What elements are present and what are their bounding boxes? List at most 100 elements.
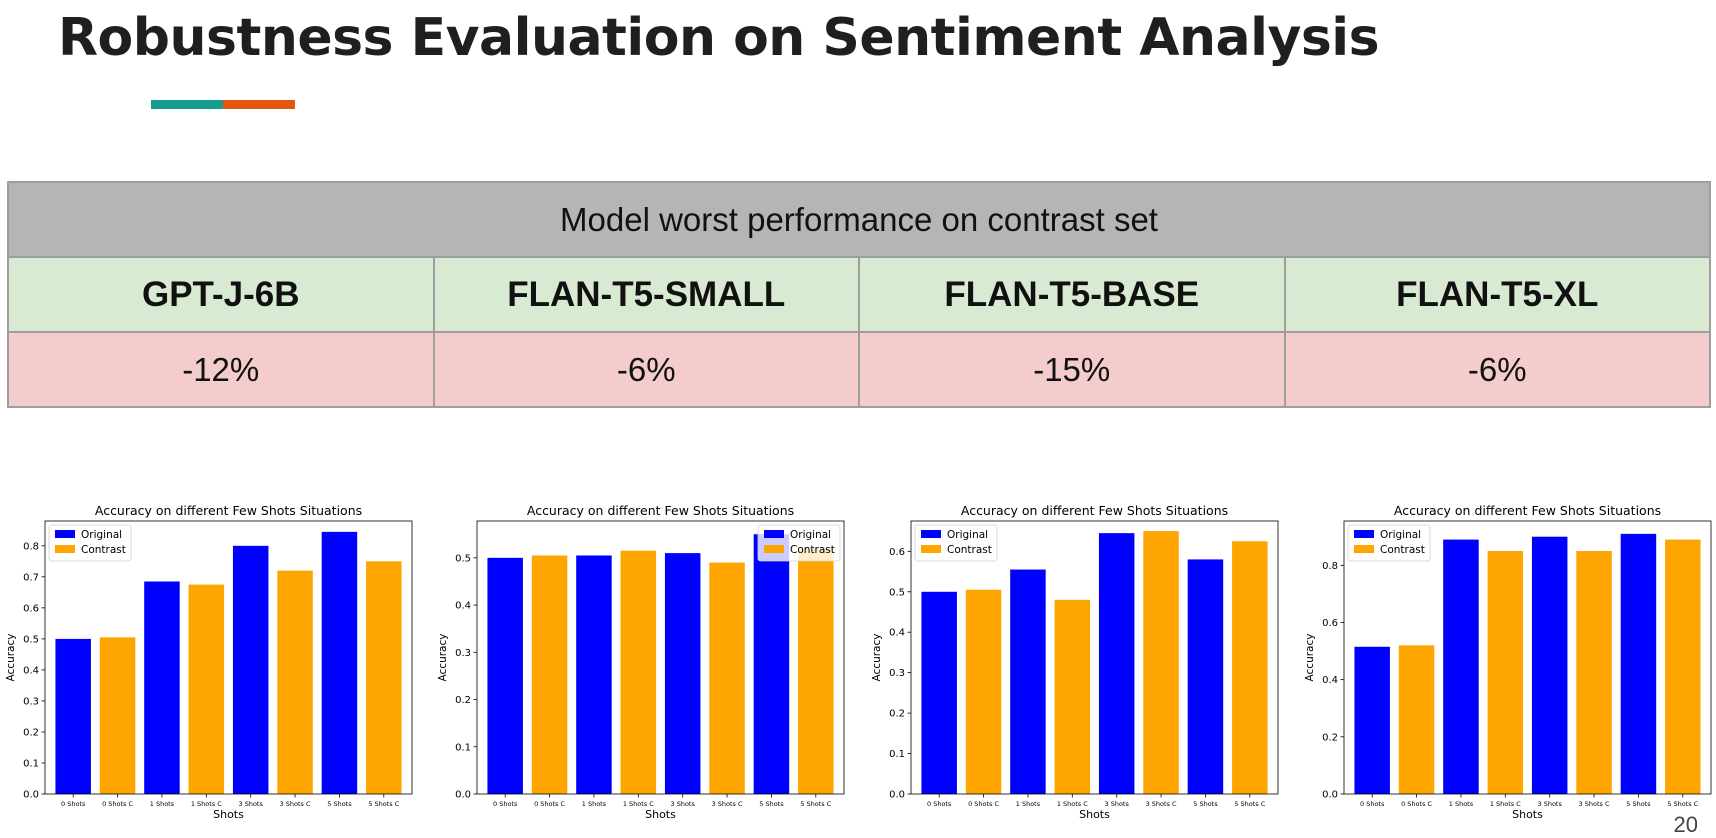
y-tick-label: 0.7	[23, 572, 39, 583]
legend-swatch	[764, 530, 784, 538]
model-name-cell: FLAN-T5-XL	[1283, 256, 1711, 333]
chart-title: Accuracy on different Few Shots Situatio…	[95, 503, 362, 518]
bar	[753, 534, 790, 794]
plot-frame	[1343, 520, 1712, 795]
results-table: Model worst performance on contrast set …	[7, 181, 1711, 408]
model-name-row: GPT-J-6B FLAN-T5-SMALL FLAN-T5-BASE FLAN…	[7, 256, 1711, 333]
x-tick-label: 1 Shots	[1016, 800, 1041, 808]
legend: Original Contrast	[1347, 524, 1431, 562]
bar	[1531, 536, 1568, 794]
y-tick-label: 0.5	[455, 553, 471, 564]
x-tick-label: 1 Shots	[150, 800, 175, 808]
slide-title: Robustness Evaluation on Sentiment Analy…	[58, 8, 1380, 68]
bar	[277, 570, 313, 794]
y-axis-label: Accuracy	[5, 634, 17, 682]
x-axis-label: Shots	[645, 808, 676, 821]
bar	[965, 589, 1002, 794]
bar	[1098, 533, 1135, 794]
bar	[487, 557, 523, 794]
x-tick-label: 5 Shots C	[1234, 800, 1265, 808]
model-name-cell: GPT-J-6B	[7, 256, 435, 333]
x-tick-label: 0 Shots C	[534, 800, 565, 808]
bar	[1620, 533, 1657, 794]
chart-flan-t5-base: Accuracy on different Few Shots Situatio…	[866, 500, 1282, 825]
y-tick-label: 0.8	[1322, 561, 1338, 572]
bar	[188, 584, 225, 794]
performance-drop-cell: -6%	[1283, 331, 1711, 408]
y-tick-label: 0.4	[455, 601, 471, 612]
bar-chart: Accuracy on different Few Shots Situatio…	[437, 503, 845, 821]
performance-drop-row: -12% -6% -15% -6%	[7, 331, 1711, 408]
legend-swatch	[764, 545, 784, 553]
y-tick-label: 0.1	[23, 758, 39, 769]
y-tick-label: 0.4	[889, 628, 905, 639]
y-tick-label: 0.2	[889, 709, 905, 720]
table-caption-row: Model worst performance on contrast set	[7, 181, 1711, 258]
bar-chart: Accuracy on different Few Shots Situatio…	[1304, 503, 1712, 821]
x-tick-label: 3 Shots	[1538, 800, 1563, 808]
y-axis-label: Accuracy	[1304, 634, 1316, 682]
table-caption: Model worst performance on contrast set	[7, 181, 1711, 258]
x-tick-label: 5 Shots C	[800, 800, 831, 808]
bar	[1010, 569, 1046, 794]
bar	[921, 591, 957, 794]
bar	[1232, 541, 1268, 794]
x-tick-label: 5 Shots	[759, 800, 784, 808]
plot-frame	[476, 520, 845, 795]
x-tick-label: 3 Shots	[1105, 800, 1130, 808]
plot-frame	[44, 520, 413, 795]
bar	[1487, 551, 1524, 794]
y-tick-label: 0.0	[455, 790, 471, 801]
y-tick-label: 0.8	[23, 541, 39, 552]
y-tick-label: 0.4	[1322, 675, 1338, 686]
performance-drop-cell: -12%	[7, 331, 435, 408]
x-tick-label: 5 Shots	[1626, 800, 1651, 808]
accent-bar-teal	[151, 100, 223, 109]
bar	[1143, 531, 1179, 794]
legend: Original Contrast	[914, 524, 998, 562]
x-tick-label: 3 Shots C	[712, 800, 743, 808]
y-tick-label: 0.5	[889, 587, 905, 598]
x-tick-label: 0 Shots C	[1401, 800, 1432, 808]
y-axis-label: Accuracy	[871, 634, 883, 682]
chart-gpt-j-6b: Accuracy on different Few Shots Situatio…	[0, 500, 416, 825]
legend-label: Original	[947, 529, 988, 541]
y-tick-label: 0.5	[23, 634, 39, 645]
bar	[576, 555, 612, 794]
x-tick-label: 1 Shots	[582, 800, 607, 808]
bar	[531, 555, 568, 794]
y-tick-label: 0.3	[23, 696, 39, 707]
legend-swatch	[921, 545, 941, 553]
bar	[1443, 539, 1479, 794]
bar	[144, 581, 180, 794]
chart-title: Accuracy on different Few Shots Situatio…	[527, 503, 794, 518]
y-tick-label: 0.0	[889, 790, 905, 801]
bar	[709, 562, 745, 794]
x-tick-label: 0 Shots C	[102, 800, 133, 808]
x-tick-label: 3 Shots	[239, 800, 264, 808]
bar	[232, 545, 269, 794]
x-tick-label: 1 Shots C	[1490, 800, 1521, 808]
x-tick-label: 3 Shots C	[280, 800, 311, 808]
y-tick-label: 0.3	[889, 668, 905, 679]
performance-drop-cell: -6%	[432, 331, 860, 408]
legend-label: Original	[790, 529, 831, 541]
x-tick-label: 5 Shots C	[1667, 800, 1698, 808]
y-tick-label: 0.6	[23, 603, 39, 614]
y-tick-label: 0.6	[1322, 618, 1338, 629]
chart-flan-t5-small: Accuracy on different Few Shots Situatio…	[432, 500, 848, 825]
y-tick-label: 0.2	[23, 727, 39, 738]
legend-swatch	[55, 530, 75, 538]
legend-label: Contrast	[1380, 544, 1425, 556]
bar-chart: Accuracy on different Few Shots Situatio…	[5, 503, 413, 821]
bar	[1354, 646, 1390, 794]
x-tick-label: 1 Shots C	[623, 800, 654, 808]
y-tick-label: 0.6	[889, 547, 905, 558]
x-tick-label: 5 Shots	[1193, 800, 1218, 808]
legend-label: Contrast	[790, 544, 835, 556]
legend-swatch	[921, 530, 941, 538]
bar	[1576, 551, 1612, 794]
model-name-cell: FLAN-T5-SMALL	[432, 256, 860, 333]
y-tick-label: 0.4	[23, 665, 39, 676]
bar	[321, 531, 358, 794]
